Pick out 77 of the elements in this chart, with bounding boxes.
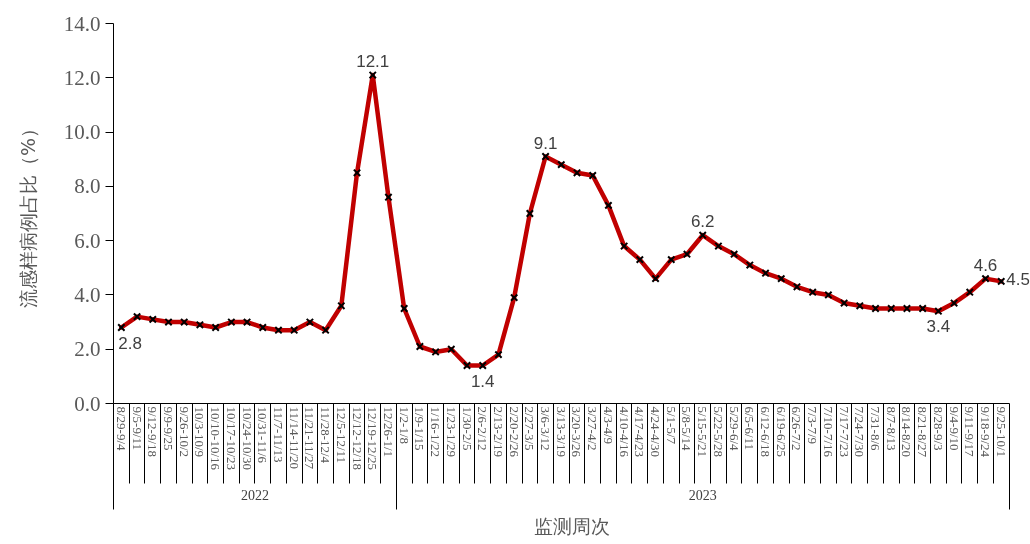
- x-tick-label: 10/24-10/30: [239, 406, 255, 471]
- x-tick-label: 7/24-7/30: [852, 406, 868, 458]
- data-label: 12.1: [356, 52, 390, 72]
- y-axis-title: 流感样病例占比（%）: [16, 118, 39, 309]
- x-tick-label: 2/13-2/19: [490, 406, 506, 458]
- y-tick-label: 14.0: [63, 11, 101, 36]
- x-tick-label: 8/29-9/4: [113, 406, 129, 452]
- x-tick-label: 10/17-10/23: [223, 406, 239, 471]
- x-tick-label: 5/22-5/28: [710, 406, 726, 458]
- x-tick-label: 1/23-1/29: [443, 406, 459, 458]
- y-tick-label: 4.0: [74, 282, 101, 307]
- x-axis-title: 监测周次: [533, 514, 610, 537]
- x-tick-label: 6/12-6/18: [758, 406, 774, 458]
- x-tick-label: 11/7-11/13: [270, 406, 286, 463]
- data-label: 1.4: [470, 371, 495, 391]
- data-label: 3.4: [926, 317, 951, 337]
- y-tick-label: 10.0: [63, 120, 101, 145]
- x-tick-label: 8/28-9/3: [930, 406, 946, 451]
- x-tick-label: 12/19-12/25: [365, 406, 381, 471]
- x-tick-label: 9/11-9/17: [962, 406, 978, 458]
- y-tick-label: 6.0: [74, 228, 101, 253]
- data-label: 2.8: [118, 333, 142, 353]
- x-tick-label: 10/3-10/9: [192, 406, 208, 458]
- x-tick-label: 11/14-11/20: [286, 406, 302, 470]
- x-tick-label: 5/8-5/14: [679, 406, 695, 452]
- x-tick-label: 8/14-8/20: [899, 406, 915, 458]
- x-tick-label: 9/18-9/24: [978, 406, 994, 458]
- x-tick-label: 7/10-7/16: [820, 406, 836, 458]
- data-label: 4.6: [973, 255, 998, 275]
- x-tick-label: 11/21-11/27: [302, 406, 318, 470]
- x-tick-label: 5/15-5/21: [695, 406, 711, 458]
- x-tick-label: 7/31-8/6: [868, 406, 884, 452]
- x-tick-label: 8/7-8/13: [883, 406, 899, 451]
- text: 2023: [688, 487, 717, 503]
- y-tick-label: 8.0: [74, 174, 101, 199]
- x-tick-label: 1/2-1/8: [396, 406, 412, 445]
- data-label: 4.5: [1006, 270, 1030, 290]
- x-tick-label: 4/24-4/30: [648, 406, 664, 458]
- x-tick-label: 3/6-3/12: [538, 406, 554, 451]
- x-tick-label: 9/4-9/10: [946, 406, 962, 451]
- x-tick-label: 2/20-2/26: [506, 406, 522, 458]
- x-tick-label: 7/17-7/23: [836, 406, 852, 458]
- y-tick-label: 0.0: [74, 391, 101, 416]
- x-tick-label: 10/31-11/6: [255, 406, 271, 464]
- x-tick-label: 4/3-4/9: [600, 406, 616, 445]
- y-tick-label: 12.0: [63, 65, 101, 90]
- x-tick-label: 9/26-10/2: [176, 406, 192, 458]
- x-tick-label: 4/17-4/23: [632, 406, 648, 458]
- x-tick-label: 5/29-6/4: [726, 406, 742, 452]
- x-tick-label: 12/5-12/11: [333, 406, 349, 464]
- x-tick-label: 1/9-1/15: [412, 406, 428, 451]
- x-tick-label: 6/19-6/25: [773, 406, 789, 458]
- x-tick-label: 3/20-3/26: [569, 406, 585, 458]
- x-tick-label: 9/9-9/25: [160, 406, 176, 451]
- x-tick-label: 1/16-1/22: [428, 406, 444, 458]
- x-tick-label: 6/26-7/2: [789, 406, 805, 451]
- x-tick-label: 7/3-7/9: [805, 406, 821, 445]
- x-tick-label: 1/30-2/5: [459, 406, 475, 451]
- x-tick-label: 9/12-9/18: [145, 406, 161, 458]
- x-tick-label: 2/27-3/5: [522, 406, 538, 451]
- x-tick-label: 4/10-4/16: [616, 406, 632, 458]
- x-tick-label: 6/5-6/11: [742, 406, 758, 451]
- x-tick-label: 9/5-9/11: [129, 406, 145, 451]
- x-tick-label: 11/28-12/4: [318, 406, 334, 464]
- x-tick-label: 12/12-12/18: [349, 406, 365, 471]
- x-tick-label: 3/27-4/2: [585, 406, 601, 451]
- data-label: 6.2: [690, 212, 715, 232]
- x-tick-label: 8/21-8/27: [915, 406, 931, 458]
- x-tick-label: 12/26-1/1: [380, 406, 396, 458]
- x-tick-label: 2/6-2/12: [475, 406, 491, 451]
- y-tick-label: 2.0: [74, 337, 101, 362]
- x-tick-label: 9/25-10/1: [993, 406, 1009, 458]
- x-tick-label: 10/10-10/16: [208, 406, 224, 471]
- x-tick-label: 3/13-3/19: [553, 406, 569, 458]
- x-tick-label: 5/1-5/7: [663, 406, 679, 445]
- text: 2022: [240, 487, 269, 503]
- data-label: 9.1: [533, 133, 558, 153]
